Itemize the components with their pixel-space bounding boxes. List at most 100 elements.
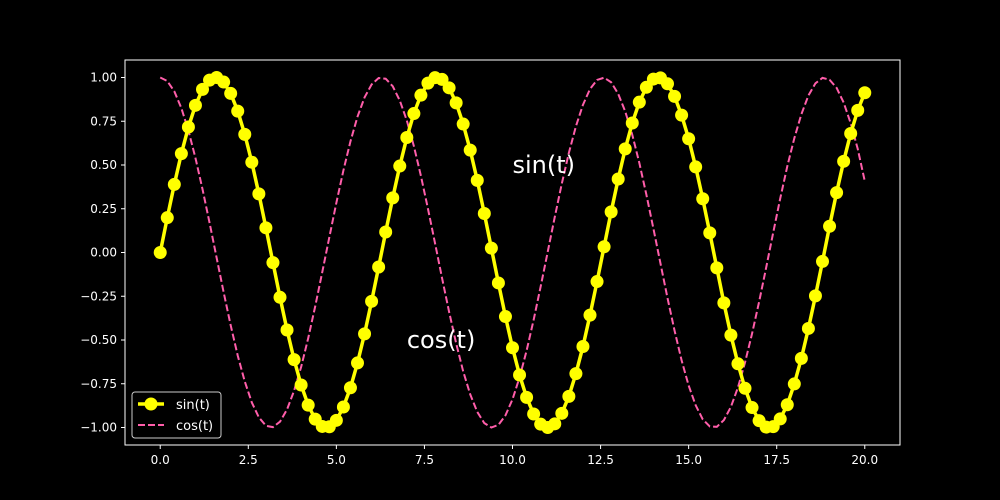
data-point-sin	[675, 108, 689, 122]
data-point-sin	[780, 398, 794, 412]
data-point-sin	[773, 412, 787, 426]
data-point-sin	[689, 160, 703, 174]
data-point-sin	[343, 381, 357, 395]
data-point-sin	[351, 356, 364, 370]
data-point-sin	[583, 308, 597, 322]
data-point-sin	[569, 367, 583, 381]
data-point-sin	[548, 417, 562, 431]
annotations: sin(t) cos(t)	[407, 151, 575, 354]
data-point-sin	[287, 353, 301, 367]
x-tick-label: 5.0	[327, 453, 346, 467]
x-tick-label: 17.5	[763, 453, 790, 467]
data-point-sin	[787, 377, 801, 391]
data-point-sin	[858, 86, 872, 100]
legend-marker-sin	[144, 397, 158, 411]
x-tick-label: 0.0	[151, 453, 170, 467]
data-point-sin	[513, 368, 527, 382]
data-point-sin	[414, 88, 428, 102]
data-point-sin	[245, 155, 259, 169]
y-tick-label: −0.50	[80, 333, 117, 347]
data-point-sin	[520, 390, 534, 404]
data-point-sin	[576, 339, 590, 353]
y-tick-label: −1.00	[80, 421, 117, 435]
data-point-sin	[801, 321, 815, 335]
y-tick-label: 0.00	[90, 246, 117, 260]
data-point-sin	[153, 246, 167, 259]
data-point-sin	[273, 290, 287, 304]
data-point-sin	[336, 400, 350, 414]
data-point-sin	[506, 341, 519, 355]
data-point-sin	[259, 221, 273, 235]
y-tick-label: 0.50	[90, 158, 117, 172]
y-tick-label: −0.75	[80, 377, 117, 391]
legend-label-sin: sin(t)	[176, 398, 210, 413]
annotation-label: cos(t)	[407, 326, 476, 354]
data-point-sin	[604, 205, 618, 219]
y-tick-label: 0.25	[90, 202, 117, 216]
data-point-sin	[632, 95, 646, 109]
data-point-sin	[372, 260, 386, 274]
data-point-sin	[823, 219, 837, 233]
data-point-sin	[301, 398, 315, 412]
legend-label-cos: cos(t)	[176, 419, 213, 434]
data-point-sin	[252, 187, 266, 201]
data-point-sin	[794, 351, 808, 365]
data-point-sin	[745, 401, 759, 415]
series-line-cos	[159, 76, 866, 429]
data-point-sin	[217, 75, 231, 89]
data-point-sin	[167, 177, 181, 191]
data-point-sin	[231, 104, 245, 118]
y-tick-label: 1.00	[90, 71, 117, 85]
data-point-sin	[393, 159, 407, 173]
data-point-sin	[358, 327, 372, 341]
data-point-sin	[710, 261, 724, 275]
data-point-sin	[491, 276, 505, 290]
data-point-sin	[484, 241, 498, 255]
data-point-sin	[851, 103, 865, 117]
data-point-sin	[597, 240, 611, 254]
data-point-sin	[280, 323, 294, 337]
annotation-label: sin(t)	[513, 151, 576, 179]
data-point-sin	[668, 89, 682, 103]
data-point-sin	[174, 147, 188, 161]
data-point-sin	[329, 413, 343, 427]
data-point-sin	[266, 256, 280, 270]
data-point-sin	[196, 82, 209, 96]
data-point-sin	[816, 254, 829, 268]
data-point-sin	[703, 226, 717, 240]
x-tick-label: 10.0	[499, 453, 526, 467]
data-point-sin	[400, 131, 414, 145]
y-tick-label: 0.75	[90, 114, 117, 128]
data-point-sin	[618, 142, 632, 156]
x-tick-label: 15.0	[675, 453, 702, 467]
data-point-sin	[407, 107, 421, 121]
data-point-sin	[738, 381, 752, 395]
y-tick-label: −0.25	[80, 289, 117, 303]
data-point-sin	[830, 186, 844, 200]
axis-ticks: 0.0 2.5 5.0 7.5 10.0 12.5 15.0 17.5 20.0 −1.00 −0.…	[80, 71, 878, 468]
data-point-sin	[449, 96, 463, 110]
x-tick-label: 2.5	[239, 453, 258, 467]
data-point-sin	[188, 98, 202, 112]
data-point-sin	[294, 378, 308, 392]
data-point-sin	[724, 328, 738, 342]
data-point-sin	[844, 127, 858, 140]
data-point-sin	[498, 310, 512, 324]
x-tick-label: 7.5	[415, 453, 434, 467]
data-point-sin	[837, 154, 851, 168]
legend: sin(t) cos(t)	[131, 391, 222, 439]
data-point-sin	[442, 81, 456, 95]
data-point-sin	[224, 86, 238, 100]
data-point-sin	[682, 132, 696, 146]
data-point-sin	[611, 172, 625, 186]
data-point-sin	[238, 127, 252, 141]
data-point-sin	[590, 275, 604, 289]
plot-area	[153, 71, 872, 434]
data-point-sin	[661, 77, 674, 91]
data-point-sin	[463, 143, 477, 157]
data-point-sin	[731, 357, 745, 371]
x-tick-label: 20.0	[851, 453, 878, 467]
data-point-sin	[181, 120, 195, 134]
data-point-sin	[365, 294, 379, 308]
